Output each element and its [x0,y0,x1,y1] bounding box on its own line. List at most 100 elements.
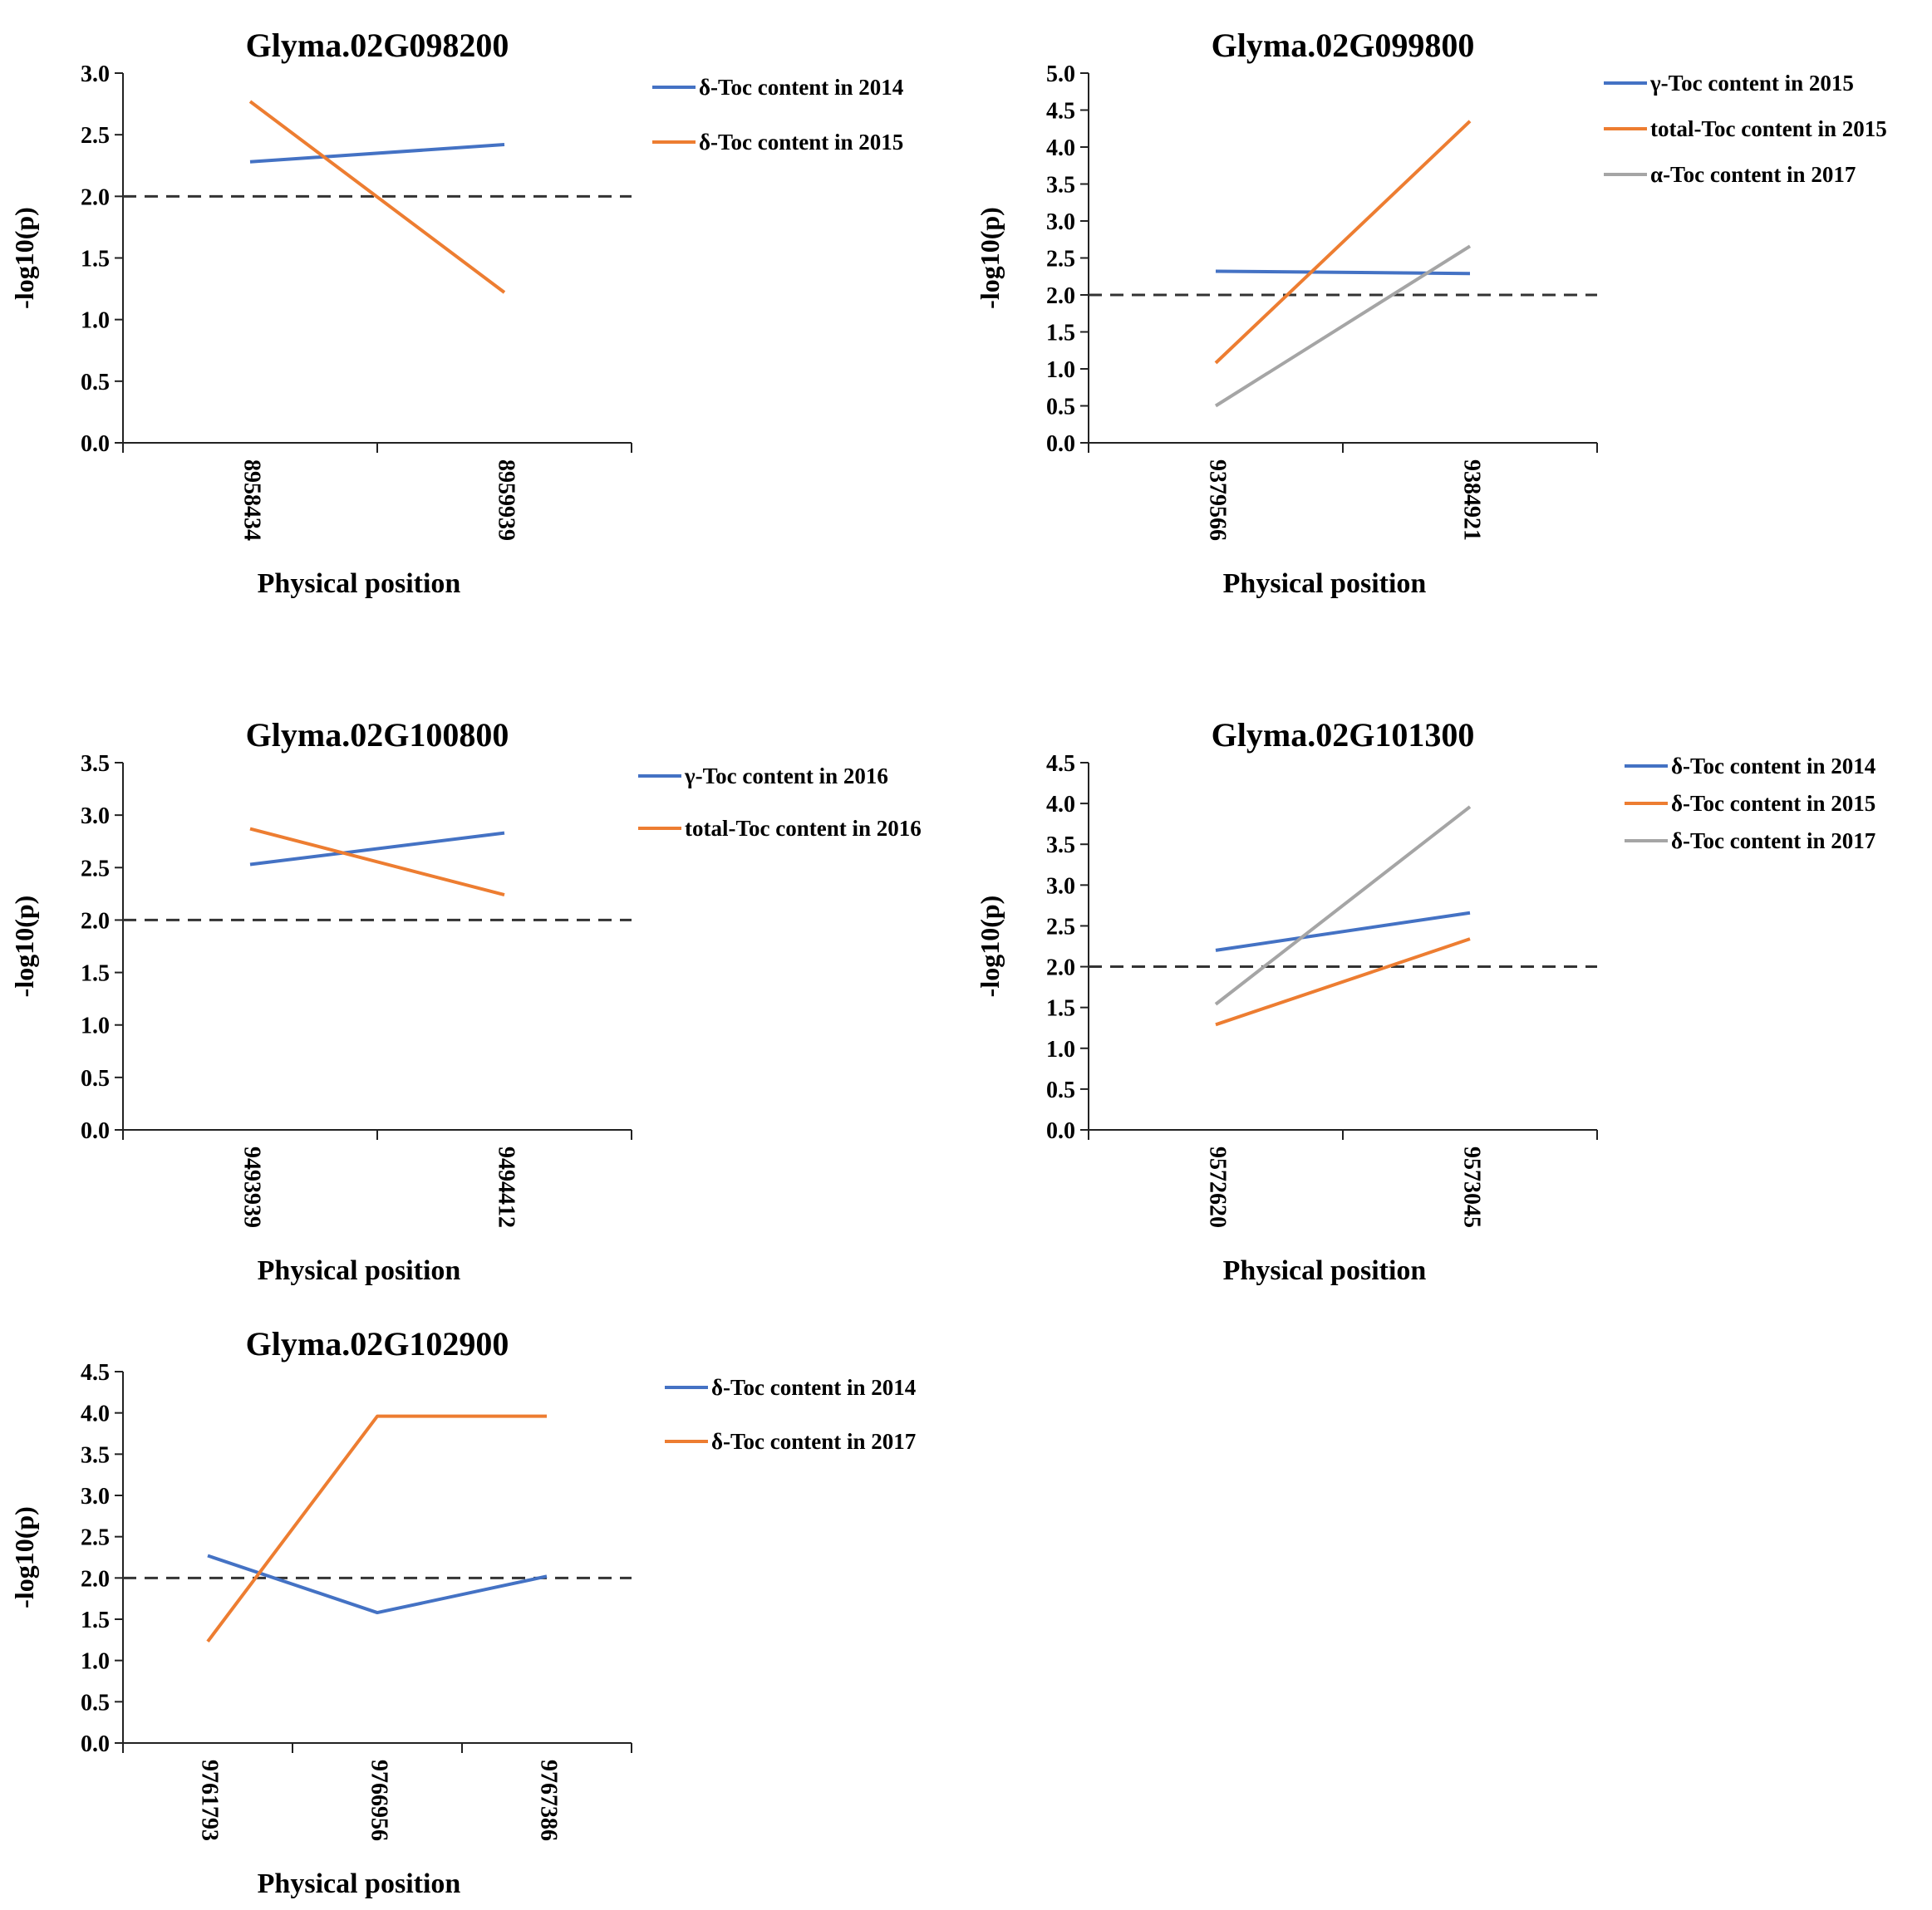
legend-label: δ-Toc content in 2017 [1671,828,1875,853]
series-line-3 [1214,244,1472,408]
chart-title: Glyma.02G099800 [1212,27,1475,64]
x-tick-label: 9379566 [1205,459,1231,541]
y-tick-label: 4.5 [1046,751,1075,777]
y-tick-label: 2.5 [1046,914,1075,940]
legend: δ-Toc content in 2014 δ-Toc content in 20… [1625,754,1875,853]
legend-label: α-Toc content in 2017 [1650,162,1856,187]
y-tick-label: 3.5 [81,751,110,777]
series-line-2 [206,1414,547,1643]
y-tick-label: 1.0 [81,1649,110,1675]
legend: δ-Toc content in 2014 δ-Toc content in 20… [665,1375,916,1454]
chart-panel-3: Glyma.02G100800 0.0 0.5 1.0 1.5 2.0 2.5 3.0 3.5 9… [9,716,922,1286]
x-tick-label: 8959939 [494,459,519,541]
y-tick-label: 4.0 [1046,792,1075,818]
x-tick-label: 9767386 [536,1760,562,1841]
y-tick-label: 1.5 [1046,321,1075,346]
y-tick-label: 0.0 [1046,1118,1075,1144]
y-tick-label: 2.5 [81,1525,110,1551]
y-tick-label: 1.5 [81,247,110,273]
y-tick-label: 1.0 [1046,357,1075,383]
chart-panel-2: Glyma.02G099800 0.0 0.5 1.0 1.5 2.0 2.5 3.0 3.5 4… [975,27,1887,599]
series-line-1 [1215,911,1471,952]
y-tick-label: 1.5 [1046,996,1075,1022]
y-tick-label: 5.0 [1046,61,1075,87]
y-tick-label: 0.5 [81,370,110,395]
legend-label: δ-Toc content in 2014 [1671,754,1875,778]
x-tick-label: 9573045 [1459,1146,1485,1228]
y-tick-label: 3.0 [1046,209,1075,235]
series-line-1 [249,143,505,164]
x-tick-label: 9384921 [1459,459,1485,541]
y-tick-label: 0.5 [81,1690,110,1716]
y-tick-label: 2.0 [81,184,110,210]
y-tick-label: 2.5 [81,856,110,881]
y-tick-label: 3.0 [81,1484,110,1510]
y-tick-label: 0.0 [81,431,110,457]
legend-label: δ-Toc content in 2014 [699,75,903,100]
y-axis-label: -log10(p) [9,896,39,998]
y-tick-label: 3.0 [1046,873,1075,899]
y-tick-label: 3.5 [81,1442,110,1468]
chart-panel-1: Glyma.02G098200 0.0 0.5 1.0 1.5 2.0 2.5 3.0 8958… [9,27,903,599]
y-tick-label: 1.0 [81,308,110,334]
legend-label: δ-Toc content in 2017 [711,1429,916,1454]
legend-label: δ-Toc content in 2015 [699,130,903,155]
y-axis-label: -log10(p) [975,207,1005,309]
y-axis-label: -log10(p) [9,1506,39,1608]
y-tick-label: 3.0 [81,803,110,829]
x-tick-label: 9761793 [197,1760,223,1841]
y-tick-label: 0.0 [81,1118,110,1144]
y-tick-label: 0.0 [81,1731,110,1757]
y-tick-label: 2.0 [81,1566,110,1592]
y-tick-label: 1.5 [81,1608,110,1633]
series-line-3 [1214,805,1472,1006]
y-tick-label: 2.5 [81,123,110,149]
y-tick-label: 0.5 [1046,395,1075,420]
chart-title: Glyma.02G102900 [246,1325,509,1363]
legend: γ-Toc content in 2016 total-Toc content i… [638,764,922,841]
chart-title: Glyma.02G101300 [1212,716,1475,754]
legend-label: δ-Toc content in 2015 [1671,791,1875,816]
y-axis-label: -log10(p) [975,896,1005,998]
y-tick-label: 1.0 [1046,1037,1075,1063]
y-axis-label: -log10(p) [9,207,39,309]
legend-label: γ-Toc content in 2016 [684,764,888,788]
legend: δ-Toc content in 2014 δ-Toc content in 20… [652,75,903,155]
chart-panel-4: Glyma.02G101300 0.0 0.5 1.0 1.5 2.0 2.5 3.0 3.5 4… [975,716,1875,1286]
x-tick-label: 9766956 [366,1760,392,1841]
series-line-2 [248,100,506,294]
y-tick-label: 3.5 [1046,832,1075,858]
legend-label: total-Toc content in 2016 [685,816,922,841]
y-tick-label: 0.0 [1046,431,1075,457]
x-tick-label: 9572620 [1205,1146,1231,1228]
x-tick-label: 9493939 [239,1146,265,1228]
y-tick-label: 2.5 [1046,247,1075,273]
series-line-1 [249,831,505,867]
series-line-2 [249,827,505,897]
legend-label: total-Toc content in 2015 [1650,116,1887,141]
x-axis-label: Physical position [258,568,461,599]
x-axis-label: Physical position [1223,1255,1427,1286]
x-axis-label: Physical position [1223,568,1427,599]
y-tick-label: 2.0 [81,908,110,934]
y-tick-label: 4.0 [81,1402,110,1427]
y-tick-label: 4.5 [1046,99,1075,125]
y-tick-label: 3.0 [81,61,110,87]
y-tick-label: 2.0 [1046,955,1075,981]
x-axis-label: Physical position [258,1868,461,1899]
y-tick-label: 4.5 [81,1360,110,1386]
y-tick-label: 1.0 [81,1014,110,1039]
y-tick-label: 0.5 [1046,1078,1075,1103]
series-line-1 [207,1554,548,1615]
legend-label: δ-Toc content in 2014 [711,1375,916,1400]
x-tick-label: 8958434 [239,459,265,541]
chart-panel-5: Glyma.02G102900 0.0 0.5 1.0 1.5 2.0 2.5 3.0 3.5 4… [9,1325,916,1899]
legend-label: γ-Toc content in 2015 [1649,71,1854,96]
series-line-2 [1214,120,1472,365]
chart-title: Glyma.02G098200 [246,27,509,64]
y-tick-label: 0.5 [81,1066,110,1092]
y-tick-label: 2.0 [1046,283,1075,309]
y-tick-label: 3.5 [1046,173,1075,199]
legend: γ-Toc content in 2015 total-Toc content i… [1604,71,1887,187]
